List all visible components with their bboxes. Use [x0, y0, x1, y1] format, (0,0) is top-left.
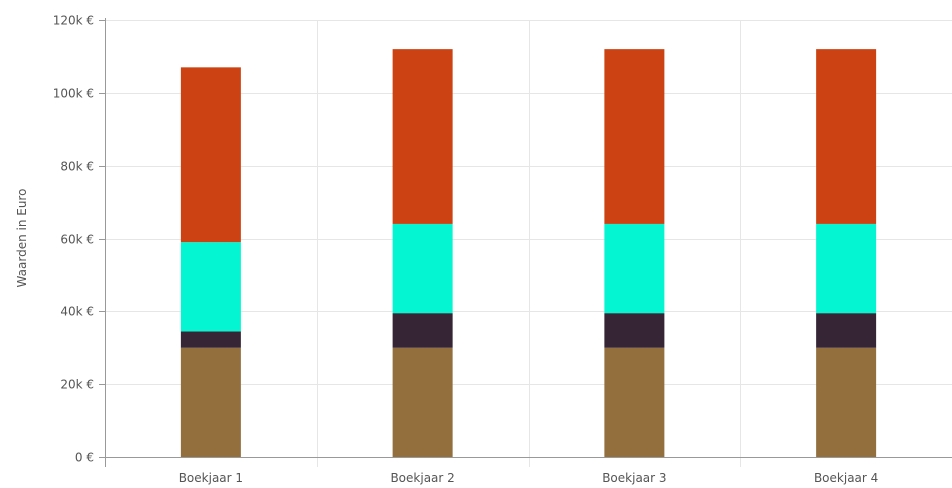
y-tick-label: 100k €	[53, 87, 94, 101]
x-tick-label: Boekjaar 1	[179, 471, 243, 485]
y-tick-label: 60k €	[60, 233, 94, 247]
axes: 0 € 20k € 40k € 60k € 80k € 100k € 120k € Boekj…	[53, 14, 952, 485]
bar-segment-4-2[interactable]	[816, 313, 877, 348]
bar-segment-1-1[interactable]	[180, 347, 241, 457]
bar-segment-1-4[interactable]	[180, 67, 241, 243]
y-tick-label: 120k €	[53, 14, 94, 28]
bar-segment-4-4[interactable]	[816, 49, 877, 224]
bar-segment-3-2[interactable]	[604, 313, 665, 348]
bar-segment-2-2[interactable]	[392, 313, 453, 348]
bar-segment-2-4[interactable]	[392, 49, 453, 224]
bar-segment-2-1[interactable]	[392, 347, 453, 457]
bar-segment-3-3[interactable]	[604, 223, 665, 314]
bars	[180, 49, 877, 457]
y-tick-label: 0 €	[75, 451, 94, 465]
bar-segment-3-1[interactable]	[604, 347, 665, 457]
x-tick-label: Boekjaar 3	[602, 471, 666, 485]
y-tick-label: 20k €	[60, 378, 94, 392]
y-axis-title: Waarden in Euro	[15, 189, 29, 288]
bar-segment-1-2[interactable]	[180, 331, 241, 348]
bar-segment-1-3[interactable]	[180, 242, 241, 332]
bar-segment-3-4[interactable]	[604, 49, 665, 224]
x-tick-label: Boekjaar 2	[390, 471, 454, 485]
x-tick-label: Boekjaar 4	[814, 471, 878, 485]
grid-lines	[105, 20, 952, 467]
y-tick-label: 40k €	[60, 305, 94, 319]
bar-segment-4-3[interactable]	[816, 223, 877, 314]
bar-segment-4-1[interactable]	[816, 347, 877, 457]
bar-segment-2-3[interactable]	[392, 223, 453, 314]
y-tick-label: 80k €	[60, 160, 94, 174]
